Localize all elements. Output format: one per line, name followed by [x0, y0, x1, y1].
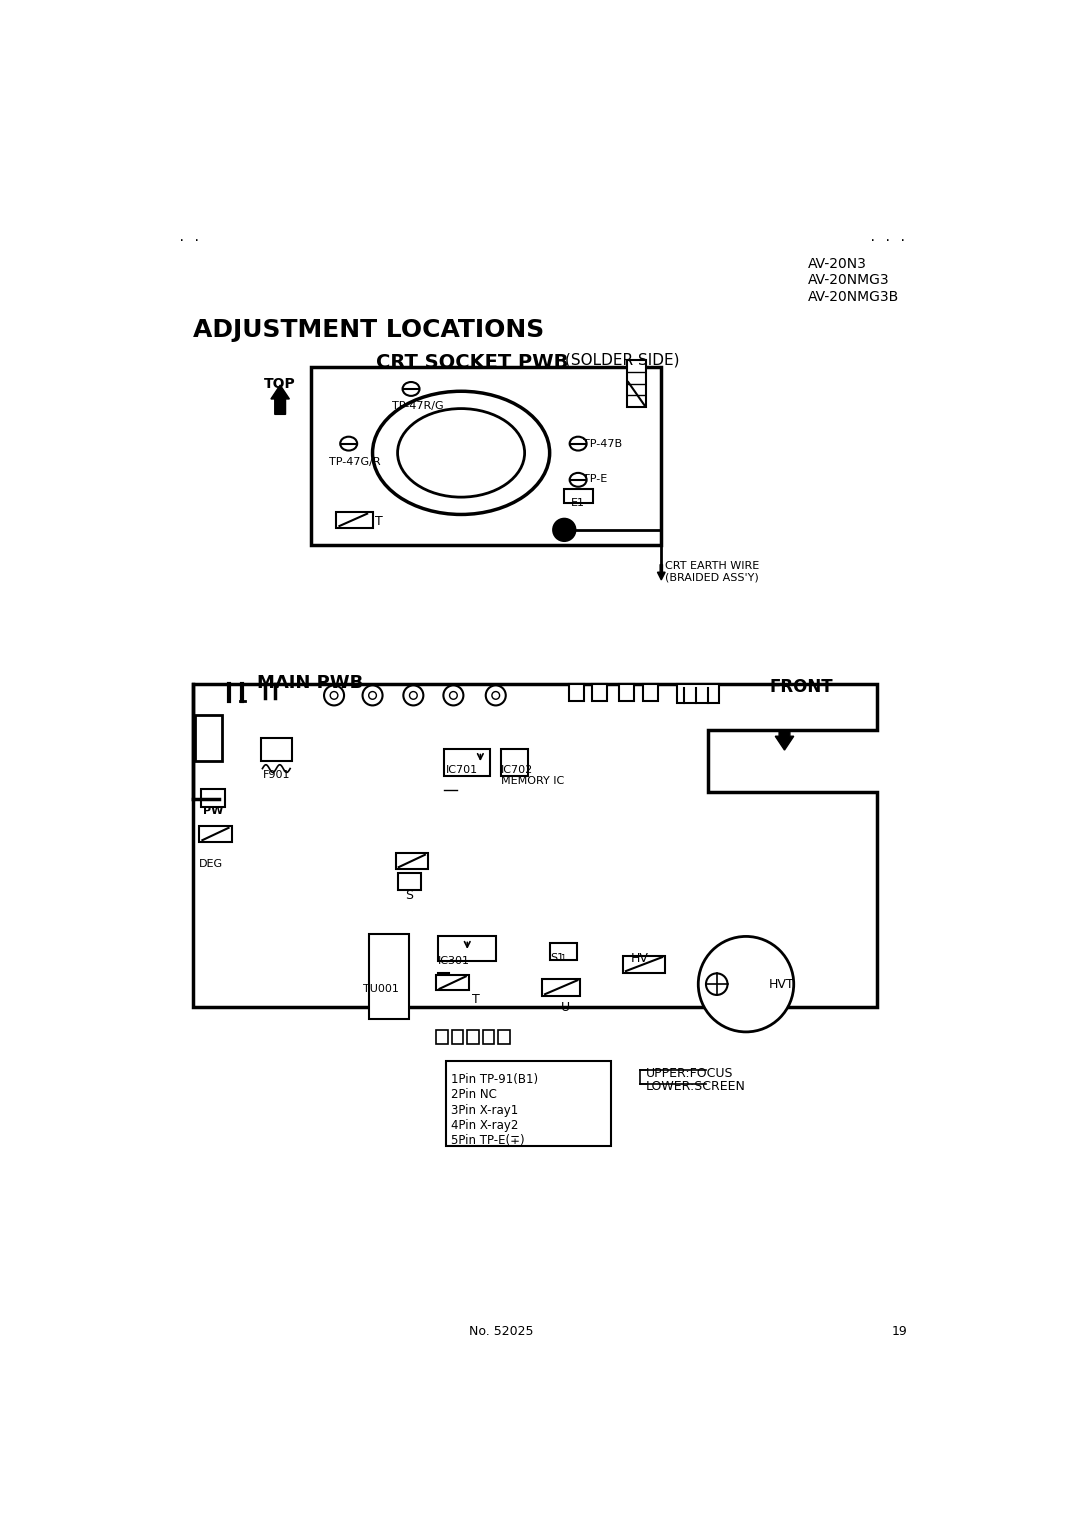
Text: CRT SOCKET PWB: CRT SOCKET PWB [377, 353, 569, 371]
Bar [438, 937, 496, 961]
Bar [261, 738, 292, 761]
Text: CRT EARTH WIRE: CRT EARTH WIRE [665, 561, 759, 570]
Circle shape [706, 973, 728, 995]
Text: 5Pin TP-E(∓): 5Pin TP-E(∓) [451, 1134, 525, 1148]
Circle shape [486, 686, 505, 706]
Circle shape [330, 692, 338, 700]
Bar [468, 1030, 478, 1044]
Text: MEMORY IC: MEMORY IC [501, 776, 565, 787]
Ellipse shape [569, 437, 586, 451]
Text: . .: . . [178, 231, 200, 244]
Text: F901: F901 [262, 770, 289, 781]
Text: AV-20NMG3B: AV-20NMG3B [808, 290, 899, 304]
Bar [451, 1030, 463, 1044]
Bar [623, 955, 665, 973]
Polygon shape [193, 685, 877, 1007]
Text: LOWER:SCREEN: LOWER:SCREEN [646, 1080, 746, 1094]
Text: UPPER:FOCUS: UPPER:FOCUS [646, 1068, 733, 1080]
Bar [677, 685, 719, 703]
Circle shape [449, 692, 457, 700]
Circle shape [444, 686, 463, 706]
Text: S1: S1 [551, 953, 565, 963]
Text: TP-47R/G: TP-47R/G [392, 402, 444, 411]
Circle shape [403, 686, 423, 706]
Circle shape [409, 692, 417, 700]
Ellipse shape [397, 408, 525, 497]
Bar [643, 685, 658, 701]
Circle shape [324, 686, 345, 706]
Text: IC702: IC702 [501, 766, 534, 776]
Ellipse shape [340, 437, 357, 451]
Circle shape [363, 686, 382, 706]
FancyArrow shape [658, 564, 665, 581]
Text: E1: E1 [571, 498, 585, 507]
Text: HV: HV [631, 952, 648, 964]
Text: TP-47G/R: TP-47G/R [328, 457, 380, 468]
Text: 1: 1 [559, 953, 565, 963]
Text: DEG: DEG [200, 859, 224, 869]
Text: FRONT: FRONT [769, 678, 833, 697]
Text: HVT: HVT [769, 978, 795, 992]
Bar [397, 874, 421, 891]
Text: IC301: IC301 [438, 955, 470, 966]
Bar [551, 943, 577, 960]
Text: TU001: TU001 [363, 984, 399, 995]
Ellipse shape [569, 472, 586, 487]
Circle shape [368, 692, 377, 700]
Text: T: T [472, 993, 480, 1007]
Bar [311, 367, 661, 545]
Text: U: U [561, 1001, 569, 1015]
Bar [395, 853, 428, 868]
Text: AV-20NMG3: AV-20NMG3 [808, 274, 889, 287]
Bar [446, 1060, 611, 1146]
Text: 3Pin X-ray1: 3Pin X-ray1 [451, 1103, 518, 1117]
Bar [195, 715, 222, 761]
Bar [200, 827, 231, 842]
Bar [501, 749, 528, 776]
Circle shape [491, 692, 500, 700]
Text: . . .: . . . [869, 231, 907, 244]
Bar [626, 361, 646, 406]
Ellipse shape [403, 382, 419, 396]
Text: TP-E: TP-E [583, 474, 607, 484]
Bar [592, 685, 607, 701]
Bar [436, 975, 469, 990]
Text: TP-47B: TP-47B [583, 439, 622, 449]
Bar [483, 1030, 495, 1044]
Bar [498, 1030, 510, 1044]
Text: No. 52025: No. 52025 [469, 1325, 534, 1339]
Text: 4Pin X-ray2: 4Pin X-ray2 [451, 1118, 518, 1132]
Text: (SOLDER SIDE): (SOLDER SIDE) [565, 353, 679, 368]
Bar [368, 934, 408, 1019]
Text: 19: 19 [892, 1325, 907, 1339]
Bar [336, 512, 374, 527]
Bar [569, 685, 584, 701]
Text: (BRAIDED ASS'Y): (BRAIDED ASS'Y) [665, 571, 759, 582]
Text: MAIN PWB: MAIN PWB [257, 674, 363, 692]
Bar [542, 979, 580, 996]
Circle shape [554, 520, 575, 541]
Text: S: S [405, 889, 414, 902]
Text: T: T [375, 515, 382, 527]
Bar [619, 685, 634, 701]
Bar [564, 489, 593, 503]
Ellipse shape [373, 391, 550, 515]
Bar [444, 749, 490, 776]
Text: 1Pin TP-91(B1): 1Pin TP-91(B1) [451, 1073, 538, 1086]
FancyArrow shape [775, 721, 794, 750]
Circle shape [699, 937, 794, 1031]
Text: AV-20N3: AV-20N3 [808, 257, 866, 270]
Text: ADJUSTMENT LOCATIONS: ADJUSTMENT LOCATIONS [193, 318, 544, 342]
FancyArrow shape [271, 385, 289, 414]
Text: IC701: IC701 [446, 766, 477, 776]
Text: PW: PW [203, 805, 224, 816]
Bar [436, 1030, 448, 1044]
Bar [201, 788, 226, 807]
Text: 2Pin NC: 2Pin NC [451, 1088, 497, 1102]
Text: TOP: TOP [265, 377, 296, 391]
